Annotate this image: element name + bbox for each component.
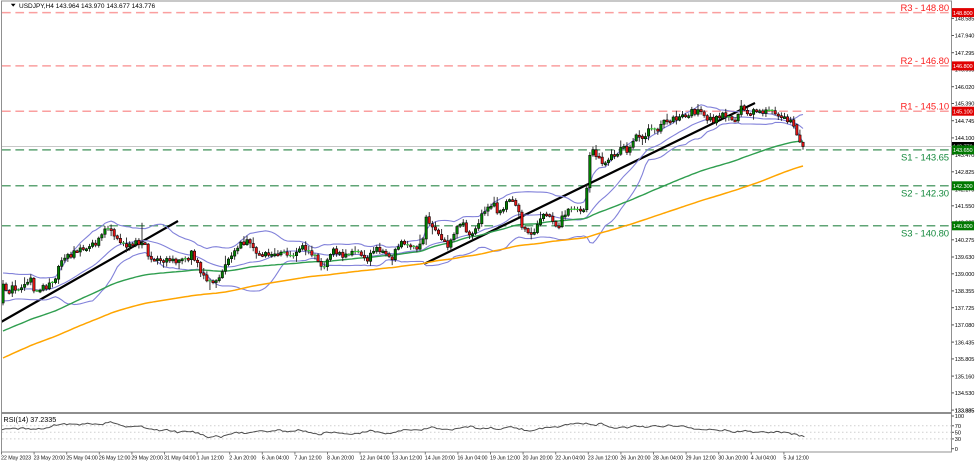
svg-text:134.530: 134.530 [955, 391, 975, 397]
svg-text:142.175: 142.175 [955, 187, 975, 193]
svg-text:16 Jun 04:00: 16 Jun 04:00 [457, 456, 487, 462]
svg-text:148.800: 148.800 [953, 11, 973, 17]
svg-text:R1 - 145.10: R1 - 145.10 [900, 101, 949, 112]
svg-text:2 Jun 20:00: 2 Jun 20:00 [229, 456, 256, 462]
svg-text:143.650: 143.650 [953, 148, 973, 154]
svg-text:20 Jun 20:00: 20 Jun 20:00 [523, 456, 553, 462]
svg-text:147.940: 147.940 [955, 34, 975, 40]
svg-text:140.800: 140.800 [953, 224, 973, 230]
svg-text:135.160: 135.160 [955, 374, 975, 380]
svg-text:8 Jun 20:00: 8 Jun 20:00 [327, 456, 354, 462]
svg-text:137.080: 137.080 [955, 323, 975, 329]
svg-text:50: 50 [955, 431, 961, 437]
svg-text:14 Jun 20:00: 14 Jun 20:00 [425, 456, 455, 462]
svg-text:139.630: 139.630 [955, 255, 975, 261]
svg-text:31 May 04:00: 31 May 04:00 [164, 456, 196, 462]
svg-text:143.470: 143.470 [955, 153, 975, 159]
svg-text:0: 0 [955, 447, 958, 453]
svg-text:146.020: 146.020 [955, 85, 975, 91]
svg-text:29 Jun 12:00: 29 Jun 12:00 [686, 456, 716, 462]
svg-text:S3 - 140.80: S3 - 140.80 [901, 228, 949, 239]
svg-text:146.665: 146.665 [955, 68, 975, 74]
svg-text:23 Jun 12:00: 23 Jun 12:00 [588, 456, 618, 462]
svg-text:70: 70 [955, 424, 961, 430]
svg-text:141.550: 141.550 [955, 204, 975, 210]
svg-text:7 Jun 12:00: 7 Jun 12:00 [294, 456, 321, 462]
svg-text:1 Jun 12:00: 1 Jun 12:00 [197, 456, 224, 462]
svg-text:142.300: 142.300 [953, 184, 973, 190]
svg-text:133.885: 133.885 [955, 408, 975, 414]
svg-text:22 May 2023: 22 May 2023 [1, 456, 31, 462]
svg-text:133.885: 133.885 [955, 408, 975, 414]
svg-text:148.585: 148.585 [955, 17, 975, 23]
svg-text:S2 - 142.30: S2 - 142.30 [901, 188, 949, 199]
svg-text:4 Jul 04:00: 4 Jul 04:00 [751, 456, 776, 462]
svg-text:30 Jun 20:00: 30 Jun 20:00 [718, 456, 748, 462]
svg-text:12 Jun 04:00: 12 Jun 04:00 [360, 456, 390, 462]
svg-text:RSI(14) 37.2335: RSI(14) 37.2335 [4, 415, 57, 424]
svg-text:USDJPY,H4 143.964 143.970 143: USDJPY,H4 143.964 143.970 143.677 143.77… [19, 3, 156, 10]
svg-text:142.825: 142.825 [955, 170, 975, 176]
svg-text:26 May 12:00: 26 May 12:00 [99, 456, 131, 462]
svg-text:28 Jun 04:00: 28 Jun 04:00 [653, 456, 683, 462]
svg-text:137.725: 137.725 [955, 306, 975, 312]
svg-text:147.295: 147.295 [955, 51, 975, 57]
svg-text:S1 - 143.65: S1 - 143.65 [901, 153, 949, 164]
svg-text:136.435: 136.435 [955, 340, 975, 346]
svg-text:135.805: 135.805 [955, 357, 975, 363]
svg-text:26 Jun 20:00: 26 Jun 20:00 [620, 456, 650, 462]
svg-text:13 Jun 12:00: 13 Jun 12:00 [392, 456, 422, 462]
svg-text:138.355: 138.355 [955, 289, 975, 295]
svg-text:R2 - 146.80: R2 - 146.80 [900, 56, 949, 67]
svg-text:145.390: 145.390 [955, 102, 975, 108]
svg-text:146.800: 146.800 [953, 64, 973, 70]
svg-text:144.745: 144.745 [955, 119, 975, 125]
svg-text:R3 - 148.80: R3 - 148.80 [900, 3, 949, 14]
svg-text:19 Jun 12:00: 19 Jun 12:00 [490, 456, 520, 462]
svg-text:23 May 20:00: 23 May 20:00 [34, 456, 66, 462]
svg-text:5 Jul 12:00: 5 Jul 12:00 [783, 456, 808, 462]
svg-text:30: 30 [955, 437, 961, 443]
svg-text:144.100: 144.100 [955, 136, 975, 142]
svg-text:145.100: 145.100 [953, 109, 973, 115]
svg-text:100: 100 [955, 414, 964, 420]
svg-text:6 Jun 04:00: 6 Jun 04:00 [262, 456, 289, 462]
svg-text:22 Jun 04:00: 22 Jun 04:00 [555, 456, 585, 462]
svg-text:29 May 20:00: 29 May 20:00 [131, 456, 163, 462]
svg-text:140.275: 140.275 [955, 238, 975, 244]
svg-text:139.000: 139.000 [955, 272, 975, 278]
svg-text:25 May 04:00: 25 May 04:00 [66, 456, 98, 462]
